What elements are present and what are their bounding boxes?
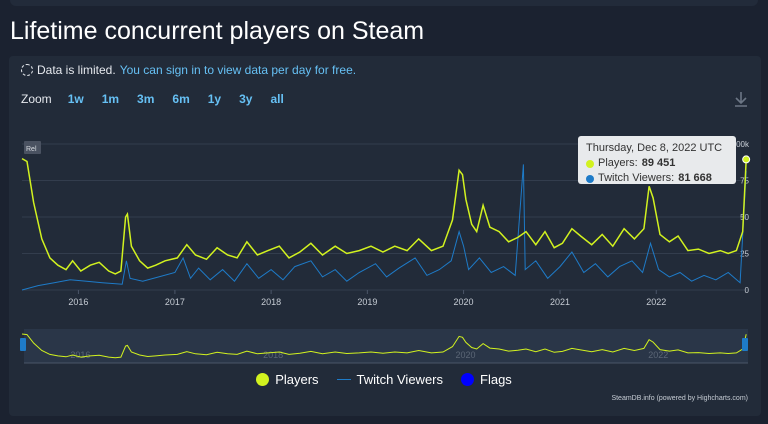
zoom-1w-button[interactable]: 1w [67,92,84,106]
legend-twitch-label: Twitch Viewers [356,372,444,387]
tooltip-twitch-value: 81 668 [678,172,712,184]
sign-in-link[interactable]: You can sign in to view data per day for… [119,63,357,77]
dashed-circle-icon [21,64,33,76]
y-tick-label: 0 [745,286,750,295]
zoom-3y-button[interactable]: 3y [239,92,253,106]
flags-legend-icon [461,373,475,386]
notice-text: Data is limited. [37,63,116,77]
tooltip-players-label: Players: [598,157,638,169]
x-tick-label: 2016 [68,297,88,307]
tooltip-players-value: 89 451 [641,157,676,169]
y-tick-label: 100k [732,140,750,149]
legend-item-twitch[interactable]: Twitch Viewers [336,372,444,387]
zoom-bar: Zoom 1w 1m 3m 6m 1y 3y all [21,92,302,106]
x-tick-label: 2022 [646,297,666,307]
data-limited-notice: Data is limited. You can sign in to view… [21,63,356,77]
legend-item-players[interactable]: Players [256,372,319,387]
x-tick-label: 2019 [357,297,377,307]
top-strip [10,0,758,6]
navigator-axis: 2016 2018 2020 2022 [70,350,668,360]
navigator-left-handle[interactable] [20,338,26,351]
twitch-dot-icon [586,174,594,183]
legend-flags-label: Flags [480,372,512,387]
navigator-tick-label: 2020 [456,350,476,360]
twitch-legend-icon [336,379,351,380]
chart-tooltip: Thursday, Dec 8, 2022 UTC Players: 89 45… [578,136,736,184]
chart-legend: Players Twitch Viewers Flags [0,372,768,387]
flag-label: Rel [26,146,37,153]
navigator-right-handle[interactable] [742,338,748,351]
navigator-tick-label: 2022 [648,350,668,360]
legend-item-flags[interactable]: Flags [461,372,512,387]
players-dot-icon [586,159,594,168]
series-line-players [21,157,747,275]
players-legend-icon [256,373,270,386]
navigator-selection[interactable] [24,329,748,363]
navigator-series-line [21,333,747,359]
legend-players-label: Players [275,372,319,387]
y-tick-label: 25 [740,250,749,259]
page-title: Lifetime concurrent players on Steam [10,17,425,45]
zoom-all-button[interactable]: all [270,92,284,106]
tooltip-twitch-row: Twitch Viewers: 81 668 [586,171,728,186]
zoom-1y-button[interactable]: 1y [207,92,222,106]
x-tick-label: 2018 [261,297,281,307]
zoom-3m-button[interactable]: 3m [137,92,155,106]
tooltip-twitch-label: Twitch Viewers: [598,172,675,184]
series-line-twitch [21,164,747,291]
chart-credit: SteamDB.info (powered by Highcharts.com) [611,395,748,402]
zoom-label: Zoom [21,92,52,106]
flag-marker-rel[interactable]: Rel [24,141,41,154]
y-tick-label: 50 [740,213,749,222]
tooltip-players-row: Players: 89 451 [586,156,728,171]
download-icon[interactable] [733,90,749,108]
x-tick-label: 2017 [165,297,185,307]
x-axis: 2016 2017 2018 2019 2020 2021 2022 [68,290,666,307]
zoom-1m-button[interactable]: 1m [101,92,120,106]
navigator-tick-label: 2016 [70,350,90,360]
hover-point [742,155,751,164]
zoom-6m-button[interactable]: 6m [172,92,190,106]
x-tick-label: 2021 [550,297,570,307]
x-tick-label: 2020 [454,297,474,307]
tooltip-date: Thursday, Dec 8, 2022 UTC [586,142,723,154]
navigator-tick-label: 2018 [263,350,283,360]
